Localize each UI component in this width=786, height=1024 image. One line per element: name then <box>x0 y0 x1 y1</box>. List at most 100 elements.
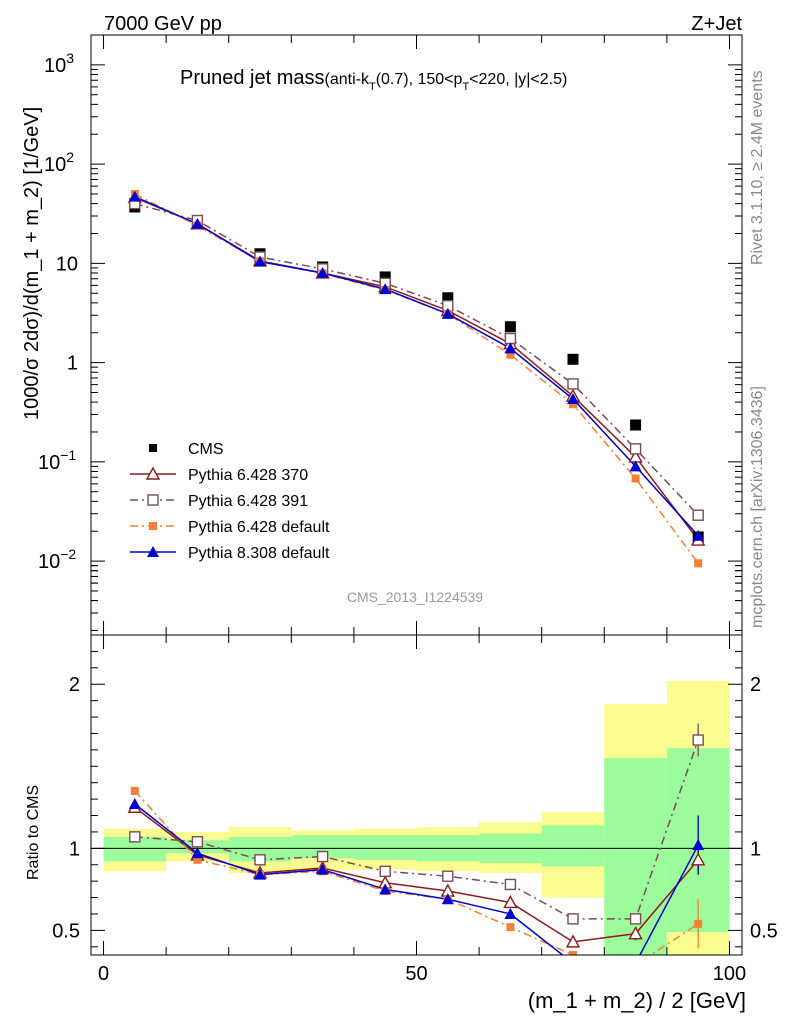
rivet-version-label: Rivet 3.1.10, ≥ 2.4M events <box>749 70 766 265</box>
mc-point-2 <box>504 332 517 345</box>
ratio-point-3 <box>130 786 139 795</box>
ratio-point-3 <box>694 919 703 928</box>
main-y-tick-label: 102 <box>44 149 74 176</box>
legend-marker-1 <box>145 466 161 480</box>
plot-title: Pruned jet mass(anti-kT(0.7), 150<pT<220… <box>180 67 567 93</box>
ratio-point-2 <box>692 734 704 746</box>
main-line-1 <box>134 196 699 541</box>
mc-point-4 <box>629 460 642 472</box>
main-y-tick-base: 1 <box>67 353 78 375</box>
mc-point-4 <box>191 217 204 229</box>
ratio-point-1 <box>503 895 518 909</box>
main-series-layer <box>127 189 706 568</box>
legend-marker-2 <box>147 494 159 506</box>
mc-point-4 <box>692 529 705 541</box>
main-y-tick-label: 10−2 <box>38 546 76 573</box>
mc-point-4 <box>566 392 579 404</box>
analysis-watermark: CMS_2013_I1224539 <box>347 589 483 605</box>
ratio-y-tick-label-right: 2 <box>750 674 761 696</box>
mc-point-4 <box>441 307 454 319</box>
plot-title-sub-pt-index: T <box>462 81 469 93</box>
ratio-panel-frame <box>90 634 743 956</box>
x-tick-label: 100 <box>713 963 746 985</box>
main-y-tick-base: 10 <box>38 452 60 474</box>
main-y-tick-exponent: 2 <box>66 149 74 165</box>
ratio-point-3 <box>506 923 515 932</box>
energy-label: 7000 GeV pp <box>104 13 222 35</box>
ratio-y-tick-label-right: 0.5 <box>750 920 778 942</box>
ratio-line-4 <box>134 803 699 955</box>
ratio-uncertainty-bands <box>91 680 742 955</box>
cms-data-point <box>379 271 391 283</box>
ratio-point-4 <box>504 907 517 919</box>
ratio-point-2 <box>504 878 517 891</box>
cms-data-point <box>442 292 454 304</box>
main-y-tick-exponent: 3 <box>66 50 74 66</box>
main-y-tick-label: 103 <box>44 50 74 77</box>
cms-data-point <box>630 419 642 431</box>
legend-marker-3 <box>149 522 157 530</box>
mc-point-4 <box>504 342 517 354</box>
mc-point-3 <box>631 474 640 483</box>
mc-point-3 <box>568 400 577 409</box>
ratio-point-2 <box>442 870 454 882</box>
ratio-line-2 <box>134 739 699 920</box>
mc-point-2 <box>692 509 704 521</box>
plot-title-sub: (anti-k <box>325 71 370 88</box>
main-y-tick-base: 10 <box>44 55 66 77</box>
main-plot-area <box>127 189 706 568</box>
mc-point-2 <box>567 378 579 390</box>
ratio-point-2 <box>316 850 329 863</box>
ratio-band-inner <box>353 835 417 860</box>
ratio-point-1 <box>628 926 643 940</box>
main-y-tick-label: 1 <box>67 353 78 375</box>
legend-label: CMS <box>188 441 224 458</box>
mc-point-3 <box>506 350 515 359</box>
ratio-point-4 <box>441 893 454 905</box>
ratio-series-layer <box>127 723 706 955</box>
main-line-4 <box>134 195 699 537</box>
process-label: Z+Jet <box>691 13 742 35</box>
plot-title-sub-end: <220, |y|<2.5) <box>469 71 567 88</box>
main-y-tick-base: 10 <box>38 551 60 573</box>
mcplots-label: mcplots.cern.ch [arXiv:1306.3436] <box>749 386 766 628</box>
legend-label: Pythia 6.428 default <box>188 519 330 536</box>
ratio-point-4 <box>191 847 204 859</box>
ratio-point-1 <box>565 934 581 948</box>
plot-title-sub-kt-index: T <box>369 81 376 93</box>
main-y-axis-label: 1000/σ 2dσ)/d(m_1 + m_2) [1/GeV] <box>21 107 43 420</box>
mc-point-4 <box>254 255 267 267</box>
ratio-y-tick-label: 0.5 <box>52 920 80 942</box>
legend-label: Pythia 8.308 default <box>188 545 330 562</box>
ratio-point-4 <box>379 883 392 895</box>
ratio-point-3 <box>193 855 202 864</box>
main-y-tick-exponent: −2 <box>60 546 76 562</box>
ratio-point-4 <box>128 798 141 810</box>
cms-data-point <box>504 321 516 333</box>
ratio-y-tick-label: 2 <box>69 674 80 696</box>
mc-point-4 <box>316 266 329 278</box>
ratio-point-2 <box>191 836 204 848</box>
ratio-point-4 <box>254 868 267 880</box>
ratio-y-tick-label: 1 <box>69 838 80 860</box>
ratio-band-inner <box>291 835 354 859</box>
ratio-point-4 <box>316 863 329 875</box>
main-line-2 <box>134 202 699 516</box>
mc-point-3 <box>694 559 703 568</box>
legend: CMS Pythia 6.428 370 Pythia 6.428 391 Pythi… <box>130 441 330 562</box>
ratio-point-1 <box>691 852 706 866</box>
x-tick-label: 50 <box>405 963 427 985</box>
main-line-3 <box>134 193 699 564</box>
x-tick-label: 0 <box>98 963 109 985</box>
mc-point-4 <box>128 190 141 202</box>
ratio-y-axis-label: Ratio to CMS <box>25 785 42 880</box>
legend-marker-4 <box>147 546 159 557</box>
ratio-point-2 <box>379 865 391 878</box>
main-y-tick-exponent: −1 <box>60 447 76 463</box>
ratio-axes: 0.5 0.5 1 1 2 2 0 50 100 <box>52 635 778 985</box>
ratio-point-3 <box>568 951 577 955</box>
legend-label: Pythia 6.428 391 <box>188 493 308 510</box>
main-y-tick-base: 10 <box>44 154 66 176</box>
ratio-band-inner <box>541 825 605 867</box>
legend-marker-0 <box>149 444 157 452</box>
